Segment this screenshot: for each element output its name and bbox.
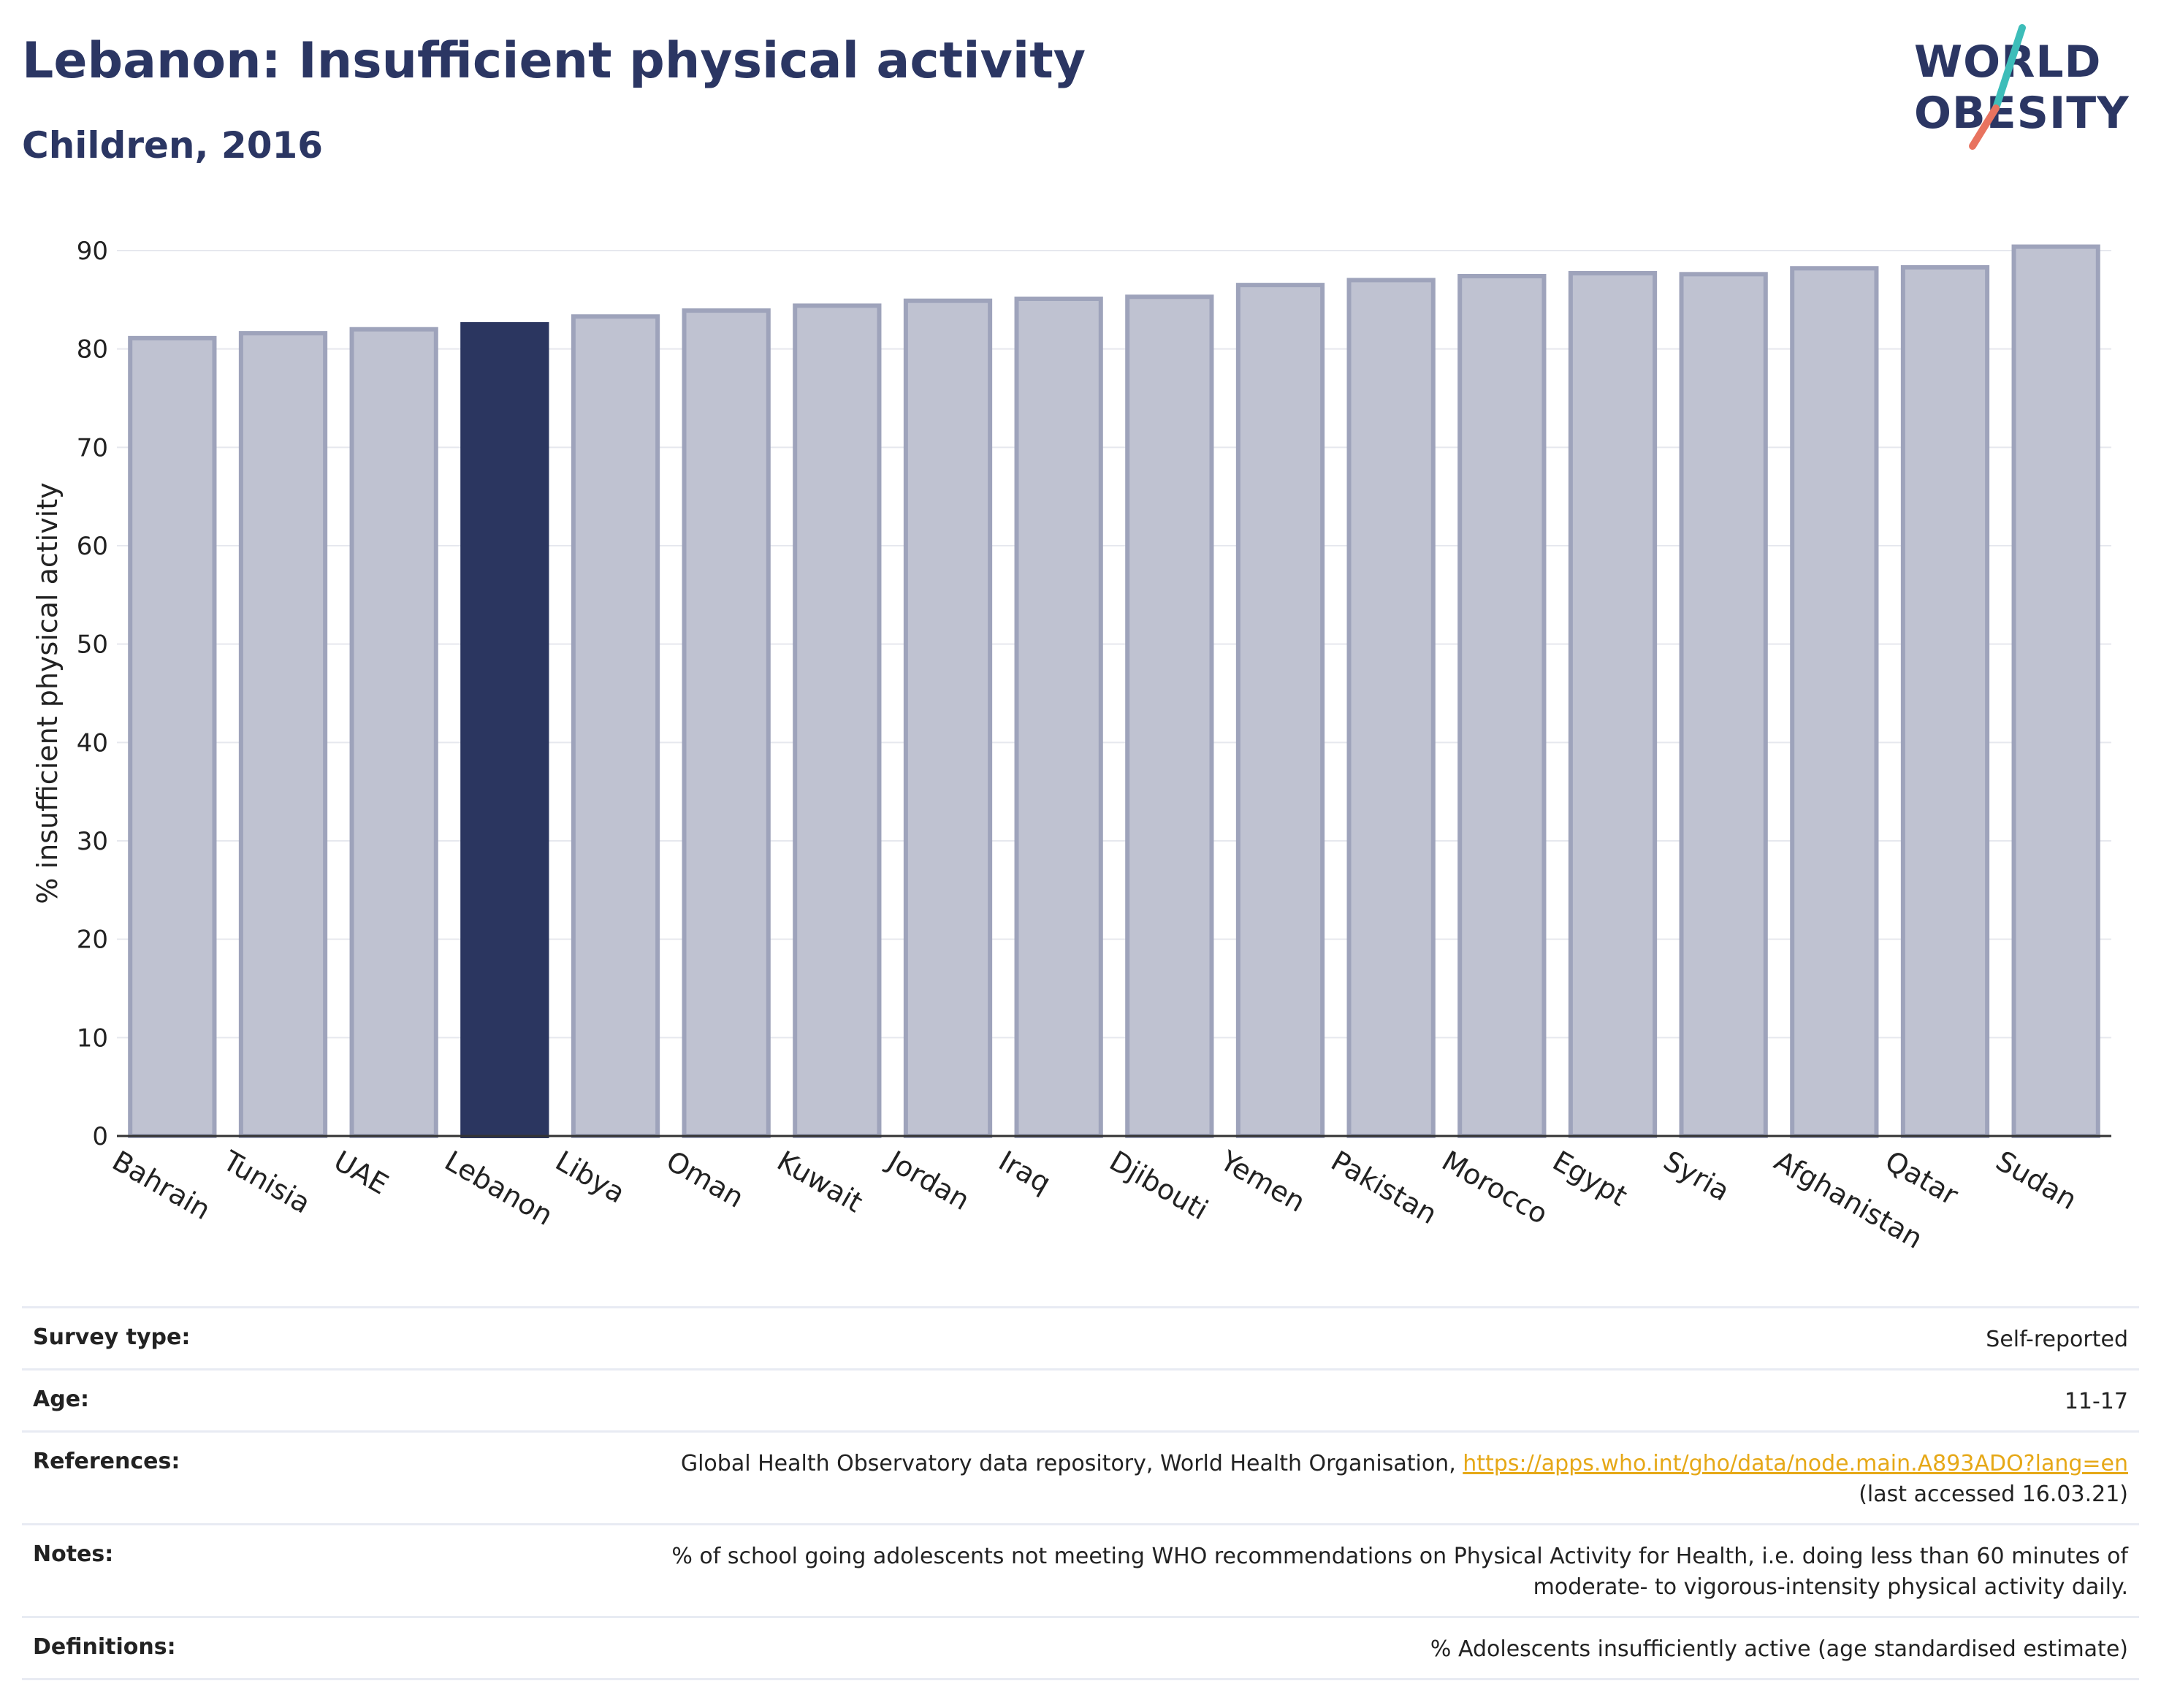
age-label: Age: [33, 1387, 90, 1412]
x-tick-label: Morocco [1436, 1145, 1553, 1231]
chart-title: Lebanon: Insufficient physical activity [22, 32, 1086, 90]
x-tick-label: Yemen [1214, 1144, 1311, 1219]
x-tick-label: Iraq [994, 1145, 1056, 1200]
bar-uae [349, 327, 438, 1139]
bar-kuwait [793, 303, 882, 1138]
references-value: Global Health Observatory data repositor… [681, 1449, 2128, 1510]
bar-afghanistan [1790, 266, 1879, 1139]
bar-jordan [903, 298, 993, 1138]
bar-lebanon [460, 322, 549, 1138]
bar-djibouti [1125, 294, 1214, 1138]
age-value: 11-17 [2064, 1389, 2128, 1414]
notes-line-2: moderate- to vigorous-intensity physical… [1533, 1574, 2128, 1600]
grid-lines [117, 250, 2111, 1137]
references-text: Global Health Observatory data repositor… [680, 1451, 1463, 1476]
bar-oman [682, 308, 771, 1139]
survey-type-label: Survey type: [33, 1324, 191, 1350]
x-tick-label: Bahrain [107, 1145, 216, 1227]
y-axis-ticks: 0 10 20 30 40 50 60 70 80 90 [77, 237, 108, 1151]
references-link[interactable]: https://apps.who.int/gho/data/node.main.… [1463, 1451, 2128, 1476]
y-tick-label: 70 [77, 433, 108, 462]
y-tick-label: 90 [77, 237, 108, 266]
y-tick-label: 80 [77, 335, 108, 365]
bar-yemen [1235, 283, 1325, 1139]
y-tick-label: 0 [92, 1122, 108, 1151]
y-tick-label: 40 [77, 728, 108, 758]
bar-egypt [1568, 270, 1658, 1138]
notes-line-1: % of school going adolescents not meetin… [671, 1544, 2128, 1569]
logo-line-2: OBESITY [1914, 88, 2130, 139]
x-tick-label: Kuwait [771, 1145, 868, 1219]
bar-bahrain [128, 335, 217, 1138]
bar-iraq [1014, 296, 1103, 1138]
bar-pakistan [1346, 278, 1436, 1138]
y-tick-label: 30 [77, 827, 108, 856]
definitions-value: % Adolescents insufficiently active (age… [1430, 1636, 2128, 1662]
x-tick-label: UAE [329, 1145, 394, 1201]
y-tick-label: 10 [77, 1023, 108, 1053]
x-tick-label: Oman [661, 1145, 750, 1214]
x-tick-label: Egypt [1547, 1145, 1633, 1213]
x-tick-label: Lebanon [439, 1145, 558, 1232]
y-tick-label: 60 [77, 532, 108, 561]
bar-qatar [1900, 264, 1990, 1139]
references-label: References: [33, 1449, 180, 1474]
world-obesity-logo: WORLD OBESITY [1899, 22, 2141, 153]
bar-chart: 0 10 20 30 40 50 60 70 80 90 Bahrain Tunisia UAE Leb… [31, 237, 2111, 1255]
info-row-references: References: Global Health Observatory da… [22, 1430, 2139, 1523]
info-table: Survey type: Self-reported Age: 11-17 Re… [22, 1306, 2139, 1680]
chart-subtitle: Children, 2016 [22, 124, 324, 167]
x-tick-label: Pakistan [1326, 1145, 1443, 1231]
bars [128, 244, 2100, 1139]
notes-value: % of school going adolescents not meetin… [671, 1541, 2128, 1603]
bar-syria [1679, 272, 1768, 1139]
bar-morocco [1457, 274, 1547, 1139]
y-tick-label: 50 [77, 630, 108, 660]
x-tick-label: Tunisia [217, 1144, 316, 1220]
y-tick-label: 20 [77, 926, 108, 955]
info-row-notes: Notes: % of school going adolescents not… [22, 1523, 2139, 1616]
references-suffix: (last accessed 16.03.21) [1859, 1482, 2128, 1507]
definitions-label: Definitions: [33, 1634, 176, 1660]
x-tick-label: Djibouti [1104, 1145, 1213, 1227]
bar-sudan [2011, 244, 2100, 1139]
x-tick-label: Qatar [1880, 1145, 1964, 1212]
info-row-survey-type: Survey type: Self-reported [22, 1306, 2139, 1368]
logo-slash-icon [1969, 24, 2026, 150]
notes-label: Notes: [33, 1541, 114, 1567]
y-axis-label: % insufficient physical activity [31, 482, 64, 904]
x-tick-label: Libya [550, 1145, 630, 1210]
survey-type-value: Self-reported [1986, 1327, 2128, 1352]
info-row-age: Age: 11-17 [22, 1368, 2139, 1430]
x-tick-label: Sudan [1991, 1145, 2083, 1216]
x-tick-label: Jordan [881, 1144, 975, 1217]
x-tick-label: Syria [1658, 1145, 1735, 1208]
bar-libya [571, 314, 660, 1138]
info-row-definitions: Definitions: % Adolescents insufficientl… [22, 1616, 2139, 1680]
bar-tunisia [238, 331, 328, 1138]
